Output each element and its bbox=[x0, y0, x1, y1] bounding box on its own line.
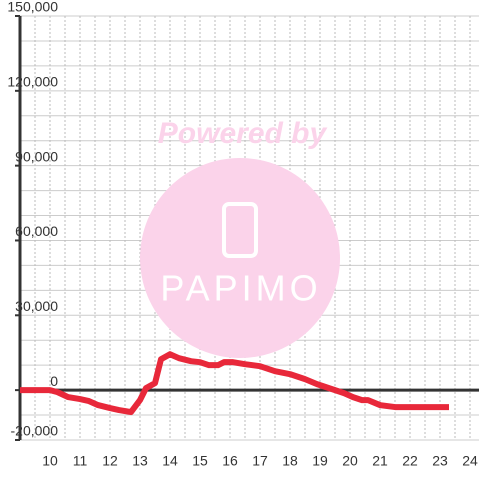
x-tick-label: 18 bbox=[282, 453, 298, 469]
x-tick-label: 12 bbox=[102, 453, 118, 469]
x-tick-label: 15 bbox=[192, 453, 208, 469]
y-tick-label: -20,000 bbox=[11, 423, 59, 439]
x-tick-label: 14 bbox=[162, 453, 178, 469]
y-tick-label: 0 bbox=[50, 373, 58, 389]
x-tick-label: 13 bbox=[132, 453, 148, 469]
data-line bbox=[20, 351, 449, 416]
watermark: Powered by PAPIMO bbox=[140, 117, 340, 358]
x-tick-label: 16 bbox=[222, 453, 238, 469]
x-tick-label: 19 bbox=[312, 453, 328, 469]
x-tick-label: 21 bbox=[372, 453, 388, 469]
y-tick-label: 90,000 bbox=[15, 148, 58, 164]
x-tick-label: 23 bbox=[432, 453, 448, 469]
x-tick-label: 22 bbox=[402, 453, 418, 469]
watermark-icon bbox=[222, 202, 258, 258]
x-tick-label: 11 bbox=[73, 453, 88, 469]
y-tick-label: 150,000 bbox=[7, 0, 58, 15]
watermark-top: Powered by bbox=[158, 117, 328, 150]
y-tick-label: 120,000 bbox=[7, 74, 58, 90]
y-tick-label: 30,000 bbox=[15, 298, 58, 314]
x-tick-label: 24 bbox=[462, 453, 478, 469]
x-tick-label: 10 bbox=[42, 453, 58, 469]
y-tick-label: 60,000 bbox=[15, 223, 58, 239]
x-tick-label: 20 bbox=[342, 453, 358, 469]
watermark-brand: PAPIMO bbox=[160, 268, 321, 309]
x-tick-label: 17 bbox=[252, 453, 268, 469]
